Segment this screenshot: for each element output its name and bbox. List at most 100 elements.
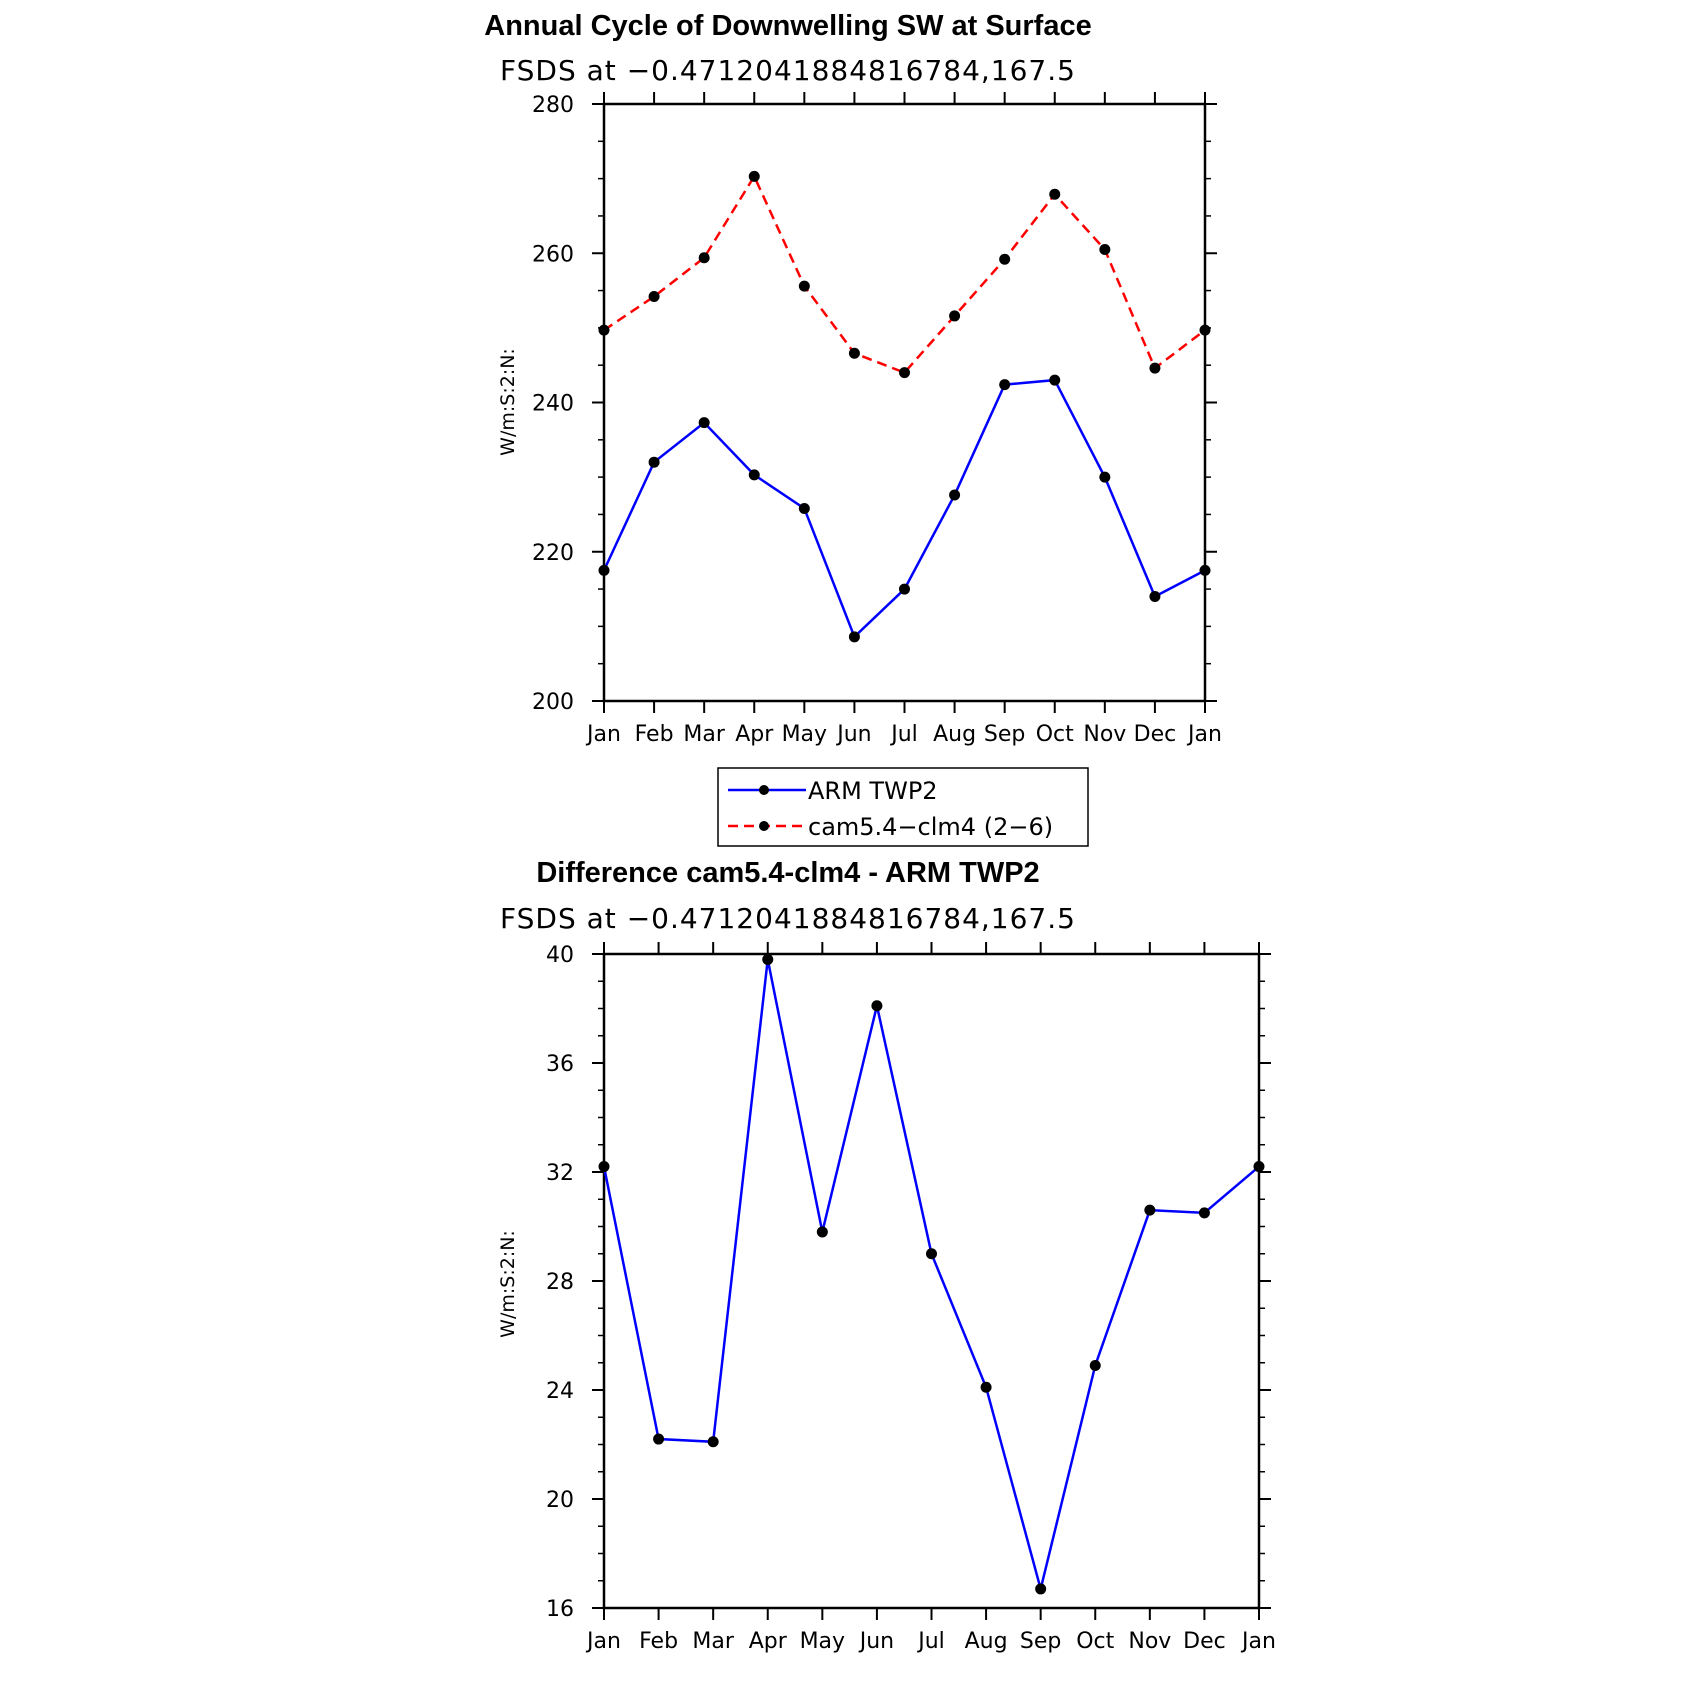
data-point [1035,1583,1047,1595]
y-tick-label: 24 [546,1379,574,1404]
y-tick-label: 32 [546,1161,574,1186]
data-point [1089,1359,1101,1371]
data-point [598,564,610,576]
y-tick-label: 260 [532,242,574,267]
legend-marker-cam [759,821,769,831]
data-point [999,379,1011,391]
data-point [848,347,860,359]
chart1-plot-frame [602,102,1207,703]
chart2-subtitle: FSDS at −0.4712041884816784,167.5 [500,902,1076,935]
x-tick-label: Jul [889,722,918,747]
data-point [1049,374,1061,386]
x-tick-label: Nov [1128,1629,1171,1654]
data-point [1099,471,1111,483]
x-tick-label: Sep [984,722,1025,747]
data-point [926,1248,937,1260]
data-point [707,1436,719,1448]
data-point [848,631,860,643]
data-point [798,280,810,292]
data-point [1144,1204,1156,1216]
data-point [949,489,961,501]
data-point [698,417,710,429]
x-tick-label: Aug [965,1629,1008,1654]
legend: ARM TWP2 cam5.4−clm4 (2−6) [717,767,1089,847]
x-tick-label: May [800,1629,845,1654]
y-tick-label: 36 [546,1052,574,1077]
data-point [899,367,910,379]
data-point [871,1000,883,1012]
x-tick-label: Jun [858,1629,894,1654]
chart2-series [598,953,1265,1595]
x-tick-label: Apr [749,1629,788,1654]
data-point [762,953,774,965]
chart-difference: Difference cam5.4-clm4 - ARM TWP2 FSDS a… [497,857,1276,1654]
data-point [748,170,760,182]
legend-label-arm: ARM TWP2 [808,777,938,805]
chart2-y-axis-label: W/m:S:2:N: [497,1230,519,1338]
data-point [1199,324,1211,336]
data-point [899,583,910,595]
data-point [598,1161,610,1173]
data-point [1149,362,1161,374]
x-tick-label: Jan [585,722,621,747]
y-tick-label: 28 [546,1270,574,1295]
y-tick-label: 240 [532,392,574,417]
x-tick-label: Apr [735,722,774,747]
data-point [1199,564,1211,576]
data-point [653,1433,665,1445]
data-point [648,291,660,303]
data-point [1253,1161,1265,1173]
x-tick-label: Mar [683,722,725,747]
chart1-series [598,170,1211,643]
chart1-ticks: Jan Feb Mar Apr May Jun Jul Aug Sep Oct Nov Dec Jan 2… [532,92,1222,747]
data-point [648,456,660,468]
series-line-0 [602,959,1260,1590]
x-tick-label: Mar [692,1629,734,1654]
data-point [1198,1207,1210,1219]
data-point [698,252,710,264]
y-tick-label: 280 [532,93,574,118]
data-point [999,253,1011,265]
chart2-plot-frame [602,952,1261,1610]
x-tick-label: Jul [916,1629,945,1654]
chart2-title: Difference cam5.4-clm4 - ARM TWP2 [536,857,1039,889]
data-point [1149,591,1161,603]
data-point [748,469,760,481]
x-tick-label: Jan [1240,1629,1276,1654]
x-tick-label: Sep [1020,1629,1061,1654]
chart1-title: Annual Cycle of Downwelling SW at Surfac… [484,10,1091,42]
x-tick-label: Dec [1183,1629,1226,1654]
y-tick-label: 200 [532,690,574,715]
legend-marker-arm [759,785,769,795]
x-tick-label: Jan [585,1629,621,1654]
data-point [1049,188,1061,200]
data-point [949,310,961,322]
x-tick-label: Feb [635,722,674,747]
y-tick-label: 20 [546,1488,574,1513]
chart1-y-axis-label: W/m:S:2:N: [497,348,519,456]
data-point [598,324,610,336]
legend-label-cam: cam5.4−clm4 (2−6) [808,813,1053,841]
data-point [816,1226,828,1238]
y-tick-label: 40 [546,943,574,968]
x-tick-label: May [782,722,827,747]
x-tick-label: Jan [1186,722,1222,747]
x-tick-label: Dec [1134,722,1177,747]
data-point [798,502,810,514]
chart2-ticks: Jan Feb Mar Apr May Jun Jul Aug Sep Oct Nov Dec Jan 1… [546,942,1276,1654]
series-line-1 [603,173,1206,375]
x-tick-label: Oct [1076,1629,1114,1654]
data-point [980,1381,992,1393]
x-tick-label: Feb [639,1629,678,1654]
x-tick-label: Nov [1083,722,1126,747]
data-point [1099,244,1111,256]
series-line-0 [602,378,1206,640]
x-tick-label: Jun [835,722,871,747]
x-tick-label: Oct [1036,722,1074,747]
y-tick-label: 16 [546,1597,574,1622]
legend-box [717,767,1089,847]
chart-annual-cycle: Annual Cycle of Downwelling SW at Surfac… [484,10,1222,747]
y-tick-label: 220 [532,541,574,566]
chart1-subtitle: FSDS at −0.4712041884816784,167.5 [500,54,1076,87]
